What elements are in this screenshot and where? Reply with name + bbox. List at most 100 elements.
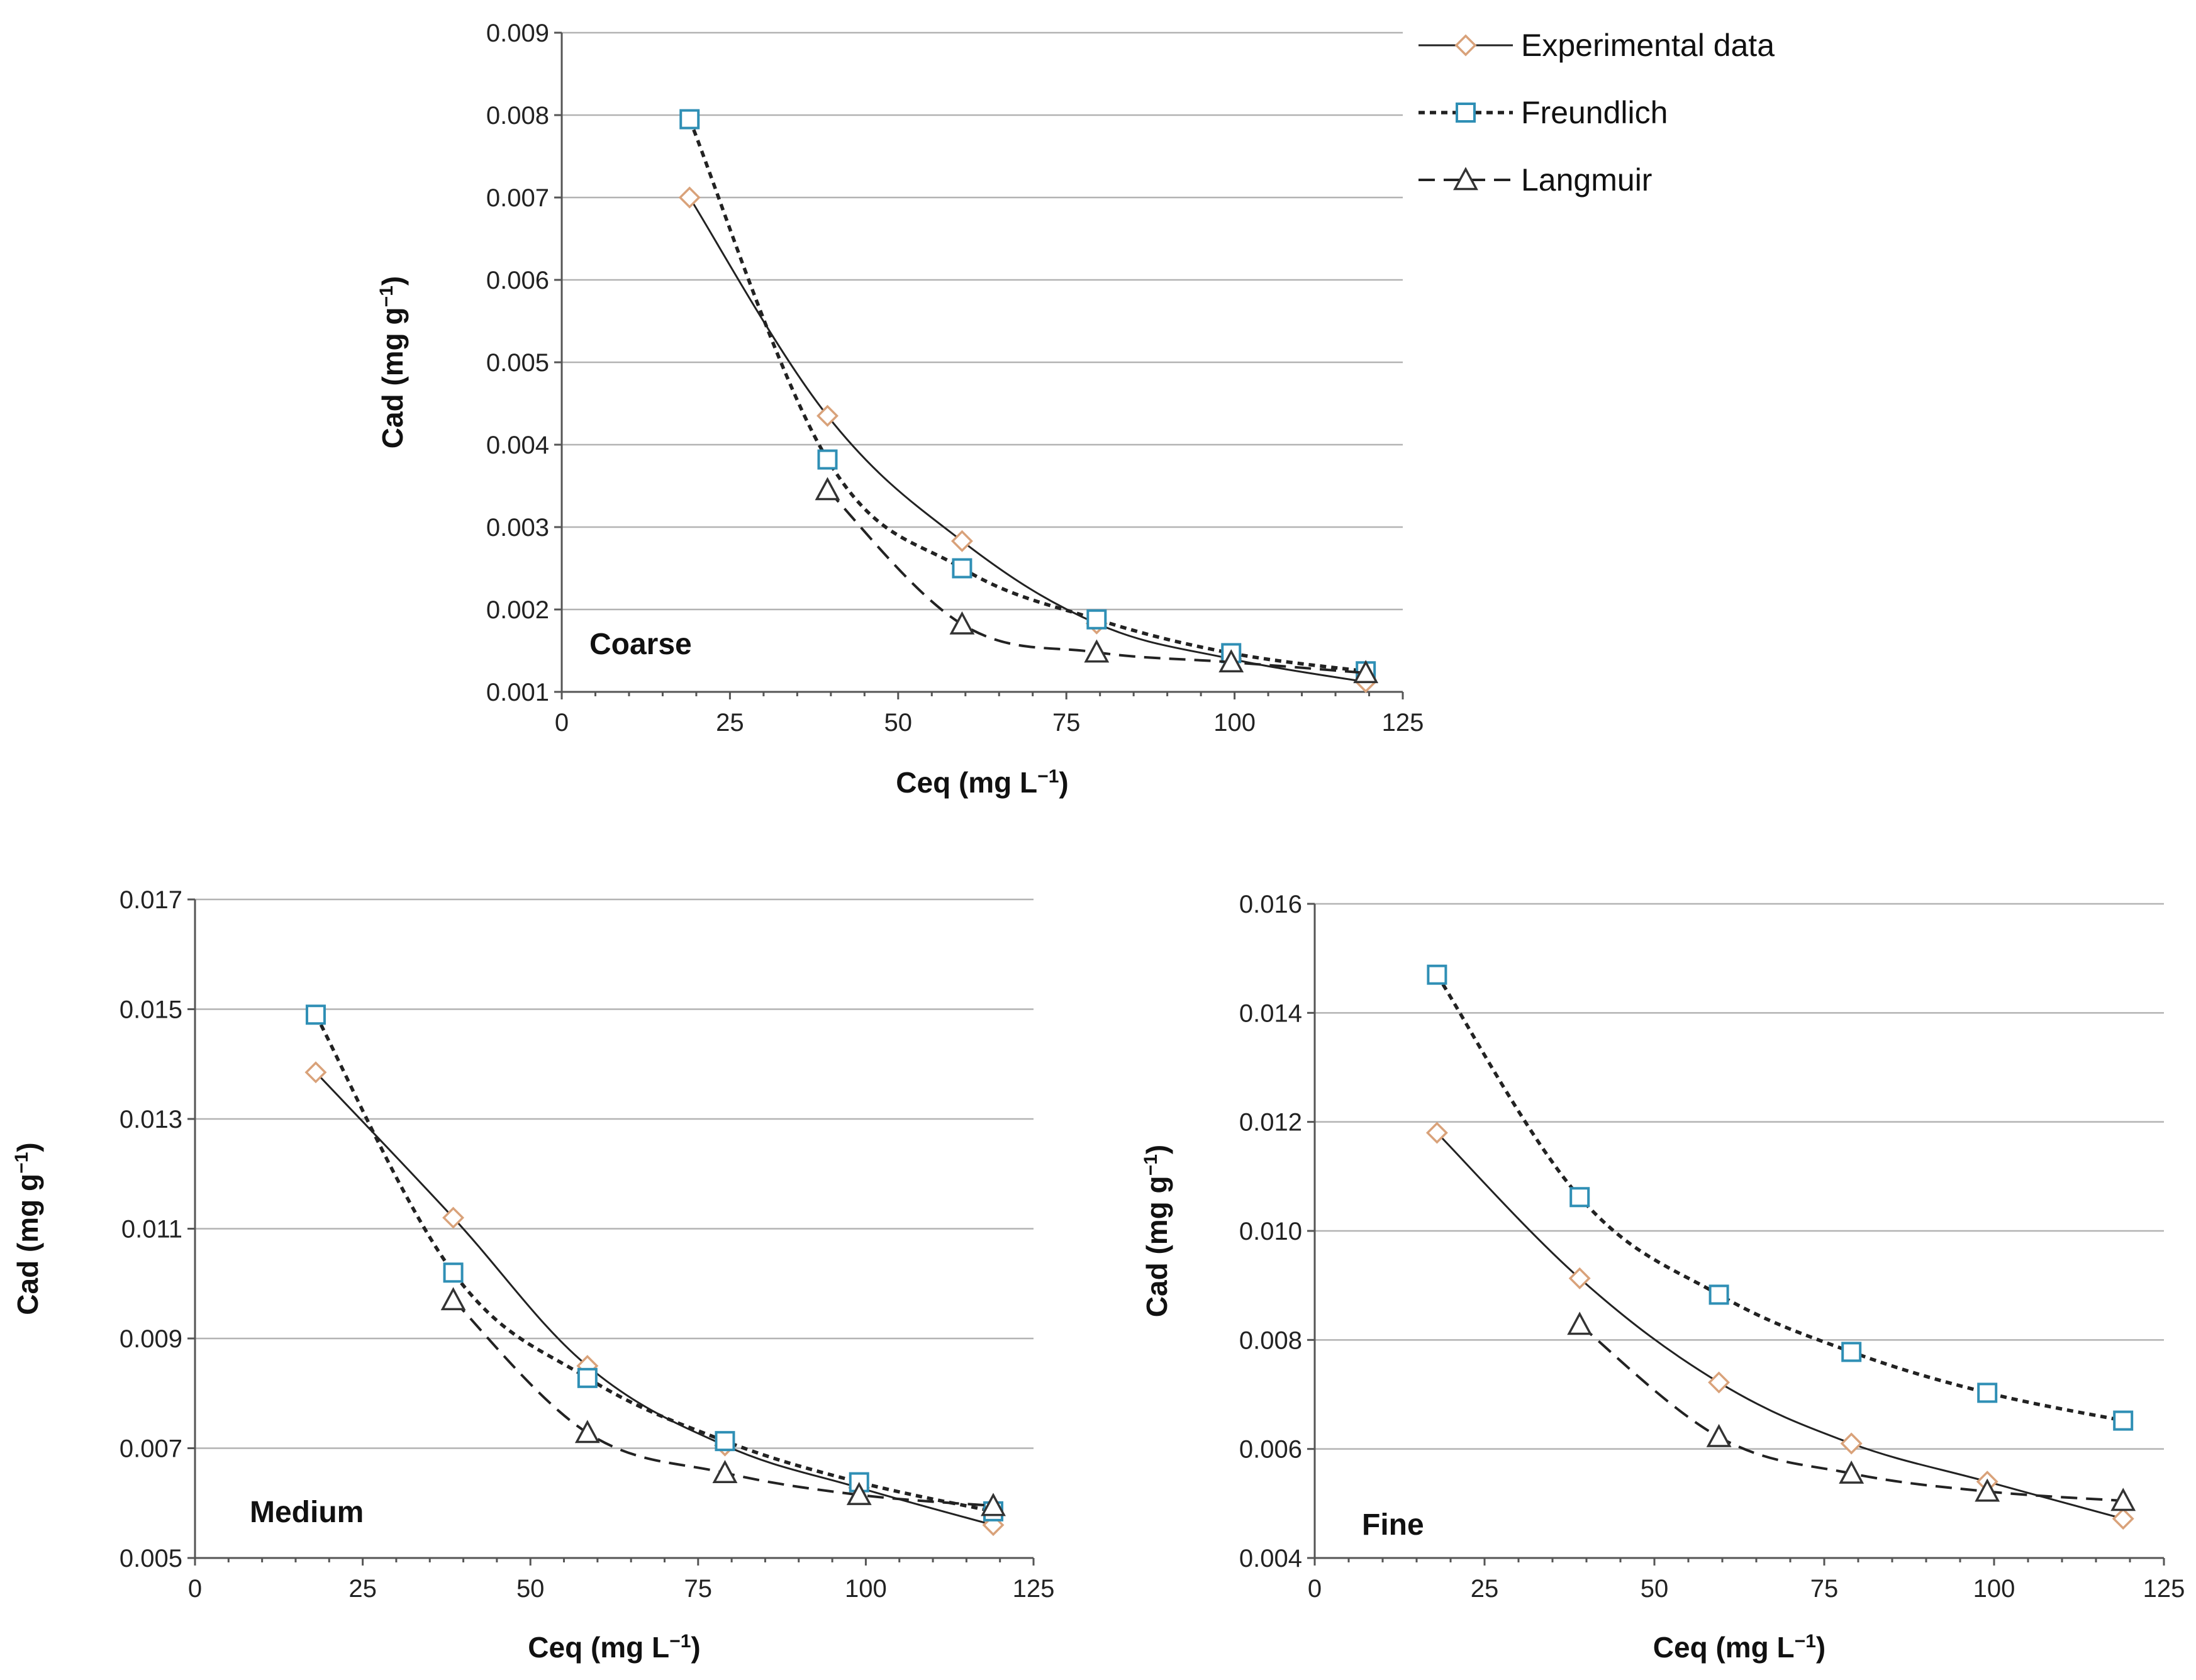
x-tick-label: 100 <box>1213 709 1256 737</box>
x-tick-label: 125 <box>1013 1575 1055 1603</box>
x-axis-label: Ceq (mg L−1) <box>896 766 1068 799</box>
x-axis-label: Ceq (mg L−1) <box>1653 1631 1825 1664</box>
data-point <box>1427 964 1447 985</box>
data-point <box>949 611 975 635</box>
y-tick-label: 0.009 <box>486 19 549 47</box>
x-tick-label: 125 <box>2143 1575 2185 1603</box>
data-point <box>1977 1382 1998 1403</box>
legend-item-freundlich: Freundlich <box>1418 95 1668 130</box>
y-tick-label: 0.010 <box>1239 1218 1302 1245</box>
y-tick-label: 0.006 <box>486 267 549 294</box>
y-tick-label: 0.015 <box>120 996 182 1024</box>
chart-panel-medium: 0.005 0.007 0.009 0.011 0.013 0.015 0.017 0 25 50… <box>11 886 1055 1664</box>
series-langmuir <box>440 1287 1006 1516</box>
data-point <box>442 1206 465 1229</box>
legend-label: Langmuir <box>1521 162 1652 197</box>
panel-label: Medium <box>250 1496 364 1529</box>
y-tick-label: 0.006 <box>1239 1436 1302 1464</box>
y-tick-label: 0.008 <box>1239 1327 1302 1354</box>
x-tick-label: 0 <box>1308 1575 1322 1603</box>
series-line <box>688 118 1366 673</box>
data-point <box>981 1493 1006 1516</box>
x-tick-label: 100 <box>845 1575 887 1603</box>
data-point <box>817 404 839 427</box>
data-point <box>846 1481 872 1505</box>
data-point <box>2110 1488 2136 1511</box>
chart-panel-fine: 0.004 0.006 0.008 0.010 0.012 0.014 0.016 0 25 50… <box>1140 891 2185 1664</box>
y-tick-label: 0.007 <box>486 184 549 212</box>
data-point <box>1084 639 1110 663</box>
x-tick-label: 50 <box>516 1575 545 1603</box>
chart-panel-coarse: 0.001 0.002 0.003 0.004 0.005 0.006 0.007 0.008… <box>376 19 1424 799</box>
data-point <box>1218 649 1244 673</box>
series-langmuir <box>815 477 1379 684</box>
data-point <box>1841 1342 1862 1362</box>
data-point <box>1353 660 1379 684</box>
data-point <box>950 530 973 552</box>
data-point <box>304 1061 327 1084</box>
x-tick-label: 75 <box>1810 1575 1839 1603</box>
y-tick-label: 0.007 <box>120 1435 182 1463</box>
data-point <box>1569 1187 1590 1208</box>
x-tick-label: 25 <box>716 709 744 737</box>
y-axis-label: Cad (mg g−1) <box>376 276 410 448</box>
data-point <box>817 449 838 470</box>
y-tick-label: 0.011 <box>121 1216 182 1243</box>
data-point <box>1706 1423 1732 1447</box>
data-point <box>1425 1121 1448 1144</box>
y-tick-label: 0.001 <box>486 679 549 706</box>
y-tick-label: 0.004 <box>486 431 549 459</box>
series-line <box>314 1013 994 1513</box>
y-tick-label: 0.008 <box>486 102 549 130</box>
y-tick-label: 0.005 <box>120 1545 182 1572</box>
y-tick-label: 0.012 <box>1239 1109 1302 1137</box>
data-point <box>440 1287 466 1311</box>
data-point <box>574 1420 600 1444</box>
y-tick-label: 0.003 <box>486 514 549 542</box>
data-point <box>1567 1311 1593 1335</box>
x-tick-label: 50 <box>1641 1575 1669 1603</box>
x-tick-label: 0 <box>188 1575 202 1603</box>
x-tick-label: 0 <box>555 709 569 737</box>
data-point <box>1975 1478 2000 1502</box>
y-tick-label: 0.009 <box>120 1325 182 1353</box>
data-point <box>678 186 701 209</box>
data-point <box>443 1262 464 1283</box>
legend-label: Freundlich <box>1521 95 1668 130</box>
x-tick-label: 125 <box>1382 709 1424 737</box>
chart-panels: 0.001 0.002 0.003 0.004 0.005 0.006 0.007 0.008… <box>11 19 2185 1664</box>
x-tick-label: 75 <box>1052 709 1081 737</box>
series-line <box>827 489 1366 674</box>
legend-label: Experimental data <box>1521 28 1775 63</box>
legend-marker <box>1456 103 1476 123</box>
y-tick-label: 0.013 <box>120 1106 182 1133</box>
data-point <box>305 1004 326 1025</box>
y-tick-label: 0.005 <box>486 349 549 377</box>
data-point <box>1708 1371 1731 1394</box>
series-line <box>315 1071 994 1527</box>
series-freundlich <box>1427 964 2134 1431</box>
y-axis-label: Cad (mg g−1) <box>1140 1145 1174 1317</box>
y-tick-label: 0.004 <box>1239 1545 1302 1572</box>
y-axis-label: Cad (mg g−1) <box>11 1142 45 1315</box>
data-point <box>1708 1284 1729 1305</box>
data-point <box>715 1431 735 1452</box>
data-point <box>2112 1508 2134 1530</box>
series-experimental-data <box>304 1061 1005 1537</box>
series-freundlich <box>305 1004 1004 1521</box>
data-point <box>1086 609 1107 630</box>
panel-label: Coarse <box>589 628 692 661</box>
legend: Experimental data Freundlich Langmuir <box>1418 28 1775 197</box>
panel-label: Fine <box>1362 1508 1424 1542</box>
legend-item-experimental-data: Experimental data <box>1418 28 1775 63</box>
series-experimental-data <box>678 186 1377 693</box>
data-point <box>2113 1410 2134 1431</box>
legend-marker <box>1454 34 1477 57</box>
x-tick-label: 75 <box>684 1575 713 1603</box>
x-tick-label: 25 <box>1471 1575 1499 1603</box>
y-tick-label: 0.016 <box>1239 891 1302 918</box>
legend-marker <box>1453 167 1478 191</box>
data-point <box>1840 1432 1863 1455</box>
y-tick-label: 0.014 <box>1239 999 1302 1027</box>
